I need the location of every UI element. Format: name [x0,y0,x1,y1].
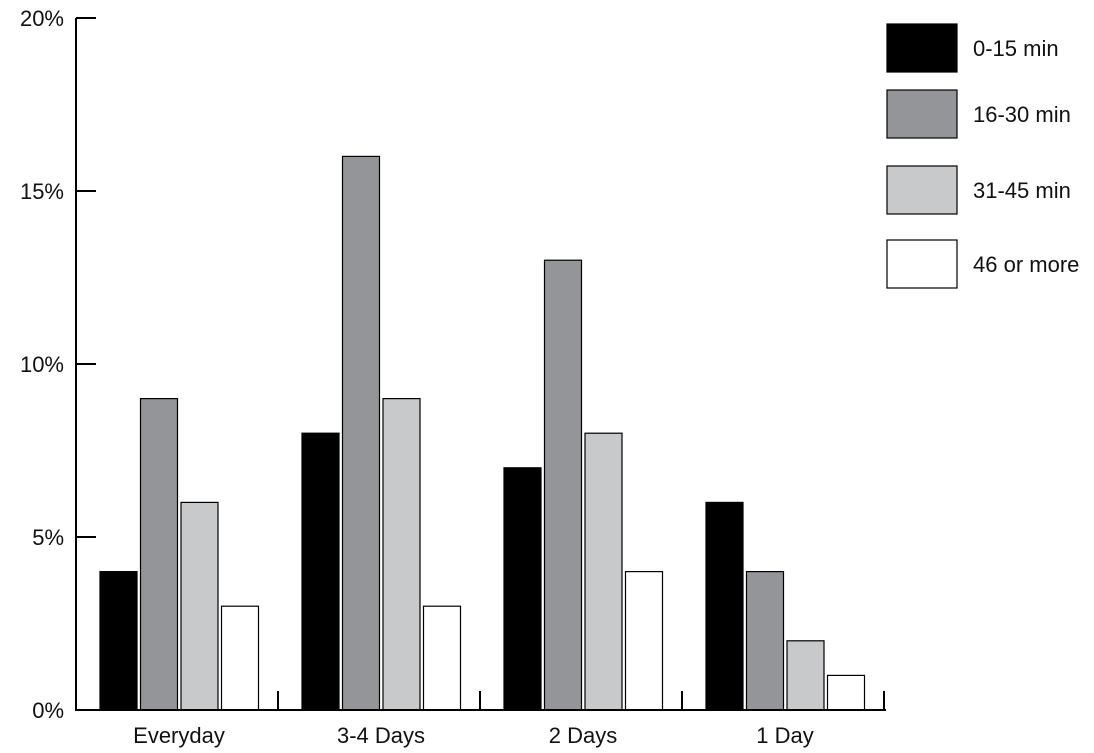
y-tick-label: 15% [20,179,64,204]
x-axis-categories: Everyday 3-4 Days 2 Days 1 Day [133,691,885,748]
bar-3-4-days-46-or-more [422,605,462,711]
bar-1-day-31-45-min [786,640,825,711]
y-axis-ticks: 0% 5% 10% 15% 20% [20,6,96,723]
x-category-label-3-4-days: 3-4 Days [337,723,425,748]
y-tick-label: 20% [20,6,64,31]
bar-everyday-31-45-min [180,501,219,711]
bar-2-days-46-or-more [624,570,664,711]
y-tick-label: 10% [20,352,64,377]
bar-2-days-31-45-min [584,432,623,711]
legend-label-46-or-more: 46 or more [973,252,1079,277]
bar-everyday-46-or-more [220,605,260,711]
legend-label-0-15-min: 0-15 min [973,36,1059,61]
bar-1-day-16-30-min [745,570,785,711]
y-tick-label: 5% [32,525,64,550]
y-tick-label: 0% [32,698,64,723]
bars-layer [99,155,866,711]
legend-swatch-0-15-min [886,23,958,73]
legend-swatch-46-or-more [886,239,958,289]
legend-swatch-16-30-min [886,89,958,139]
bar-2-days-0-15-min [503,467,542,711]
x-category-label-everyday: Everyday [133,723,225,748]
legend-label-31-45-min: 31-45 min [973,178,1071,203]
bar-1-day-0-15-min [705,501,744,711]
bar-everyday-0-15-min [99,570,138,711]
x-category-label-2-days: 2 Days [549,723,617,748]
legend: 0-15 min 16-30 min 31-45 min 46 or more [886,23,1079,289]
bar-3-4-days-16-30-min [341,155,381,711]
bar-everyday-16-30-min [139,398,179,711]
bar-3-4-days-31-45-min [382,398,421,711]
bar-1-day-46-or-more [826,674,866,711]
legend-swatch-31-45-min [886,165,958,215]
bar-2-days-16-30-min [543,259,583,711]
x-category-label-1-day: 1 Day [756,723,813,748]
legend-label-16-30-min: 16-30 min [973,102,1071,127]
bar-3-4-days-0-15-min [301,432,340,711]
